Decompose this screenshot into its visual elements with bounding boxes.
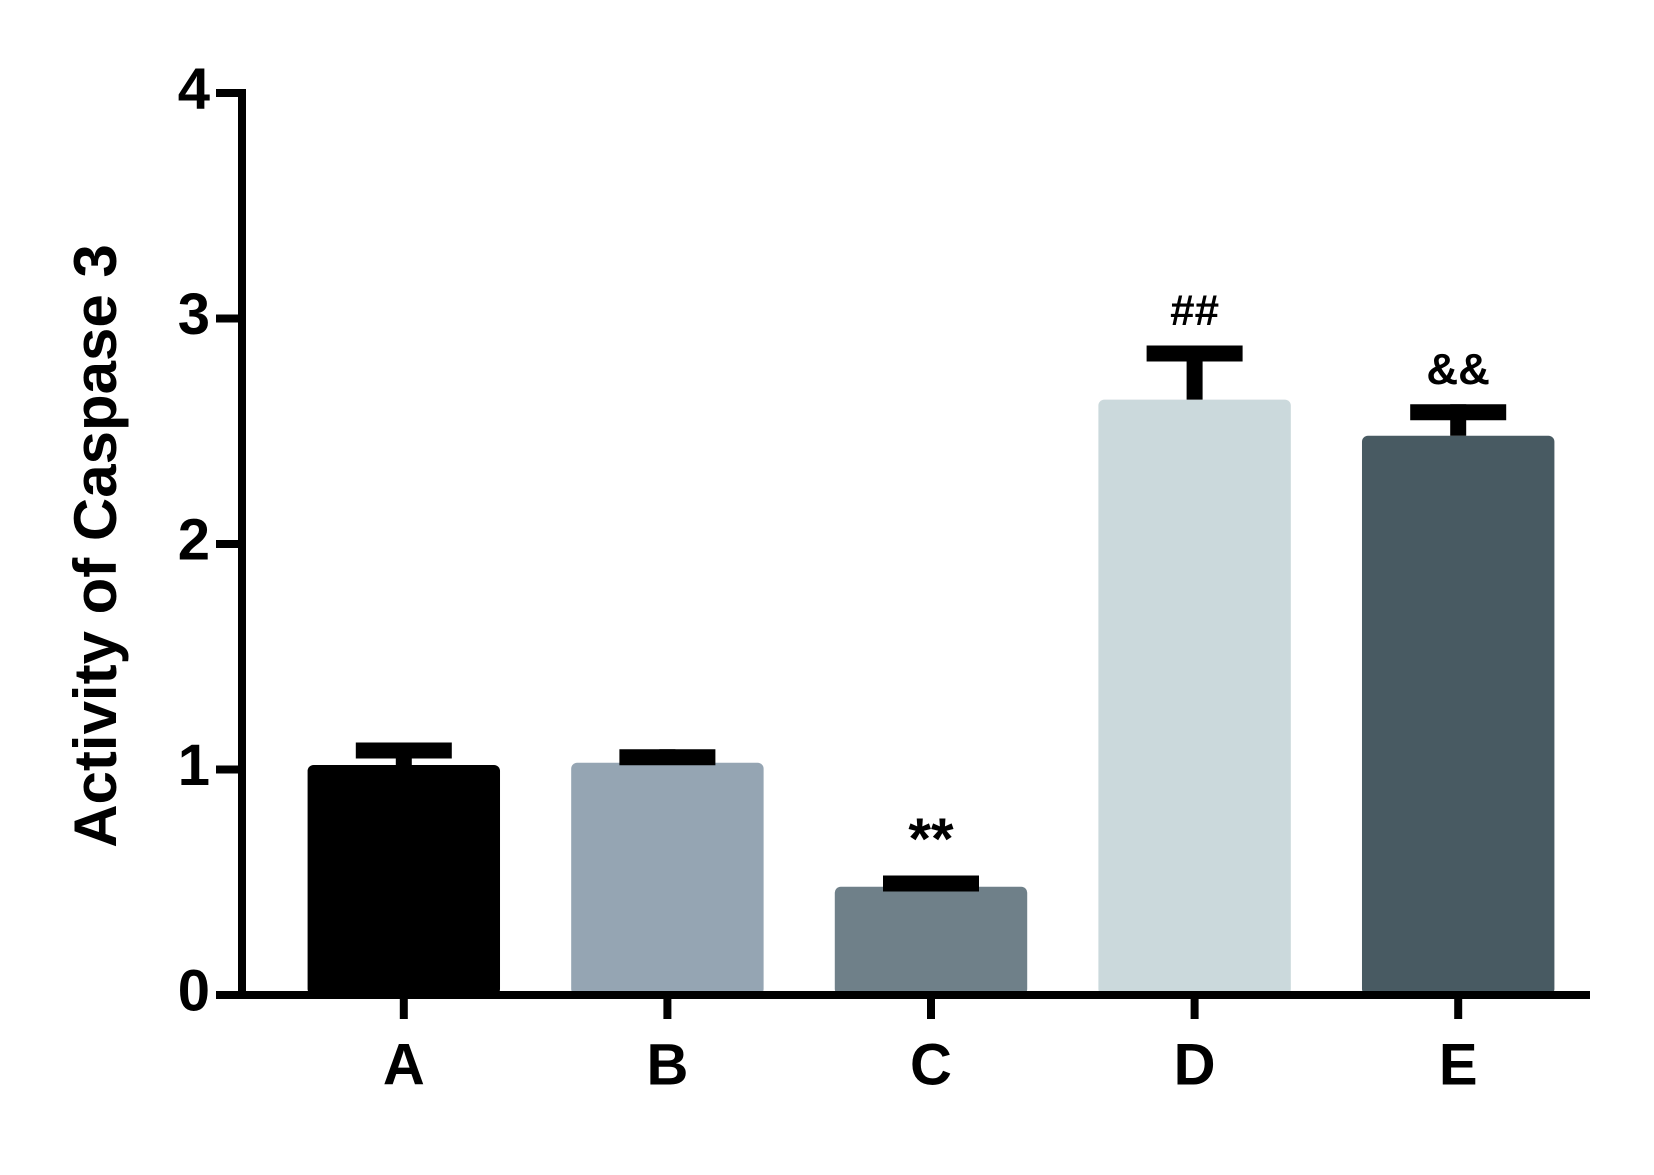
bar [834,886,1028,995]
bar [1098,399,1291,995]
x-tick-label: A [383,1032,425,1097]
x-tick-label: C [910,1032,952,1097]
error-bar [883,875,979,892]
x-tick-label: E [1439,1032,1478,1097]
y-tick-label: 4 [178,56,210,121]
bar [571,762,764,995]
error-bar [1146,345,1243,400]
bar [1361,435,1555,995]
y-tick-label: 2 [178,507,210,572]
significance-label: ** [908,807,954,872]
x-tick-label: D [1174,1032,1216,1097]
y-tick-label: 0 [178,958,210,1023]
y-tick-label: 1 [178,733,210,798]
error-bar [619,749,716,766]
bar [307,764,501,995]
significance-label: && [1426,345,1490,394]
error-bar [1410,404,1507,436]
error-bar [355,742,452,765]
y-axis-label: Activity of Caspase 3 [62,244,129,848]
y-tick-label: 3 [178,282,210,347]
x-tick-label: B [646,1032,688,1097]
significance-label: ## [1170,286,1219,335]
